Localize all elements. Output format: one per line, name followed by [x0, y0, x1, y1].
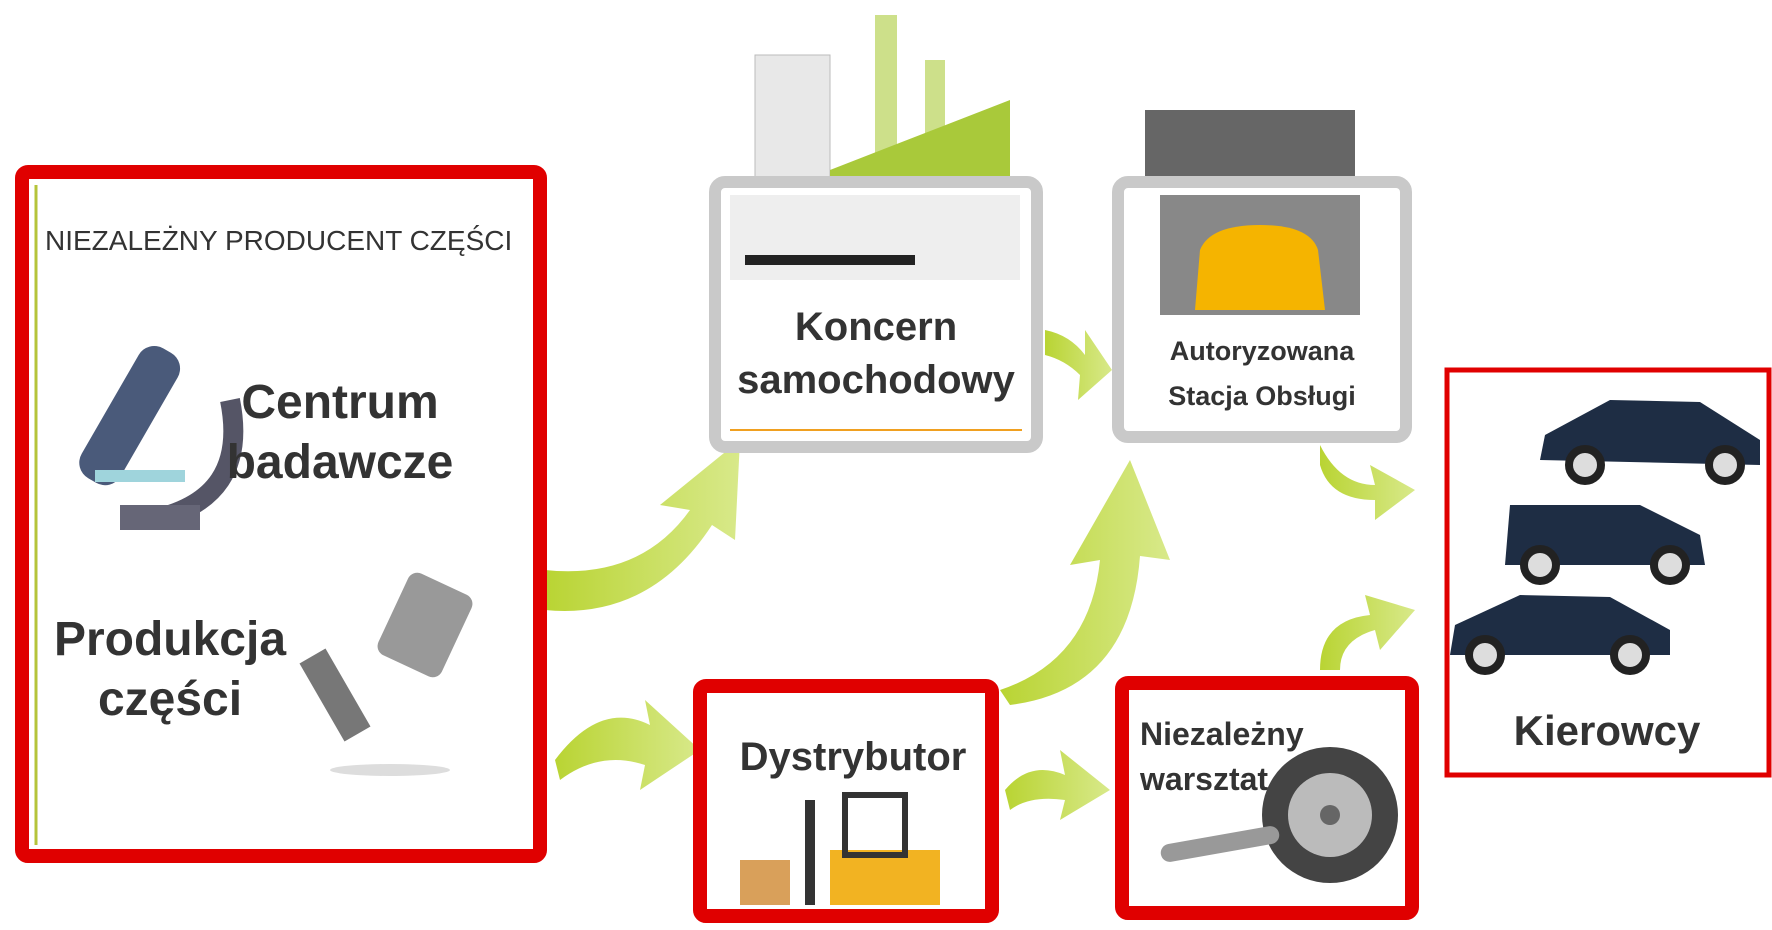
production-line: części — [98, 673, 242, 726]
node-label: Autoryzowana — [1170, 336, 1356, 366]
arrow — [1000, 460, 1170, 705]
arrow — [1320, 595, 1415, 670]
node-label: Stacja Obsługi — [1168, 381, 1356, 411]
producer-box — [22, 172, 540, 856]
node-label: samochodowy — [737, 358, 1016, 402]
node-label: Niezależny — [1140, 716, 1304, 752]
node-label: Kierowcy — [1514, 707, 1701, 754]
diagram: NIEZALEŻNY PRODUCENT CZĘŚCI Centrum bada… — [0, 0, 1772, 930]
arrow — [555, 700, 700, 790]
arrow — [545, 440, 740, 611]
node-label: warsztat — [1139, 761, 1268, 797]
production-line: Produkcja — [54, 613, 286, 666]
factory-windows — [745, 255, 915, 265]
factory-base — [730, 195, 1020, 280]
research-line: badawcze — [227, 436, 454, 489]
arrow — [1320, 445, 1415, 520]
arrow — [1005, 750, 1110, 820]
research-line: Centrum — [241, 376, 438, 429]
producer-title: NIEZALEŻNY PRODUCENT CZĘŚCI — [45, 224, 512, 256]
node-label: Dystrybutor — [740, 735, 967, 779]
arrow — [1045, 330, 1112, 400]
car-icon — [1195, 225, 1325, 310]
node-label: Koncern — [795, 305, 957, 349]
